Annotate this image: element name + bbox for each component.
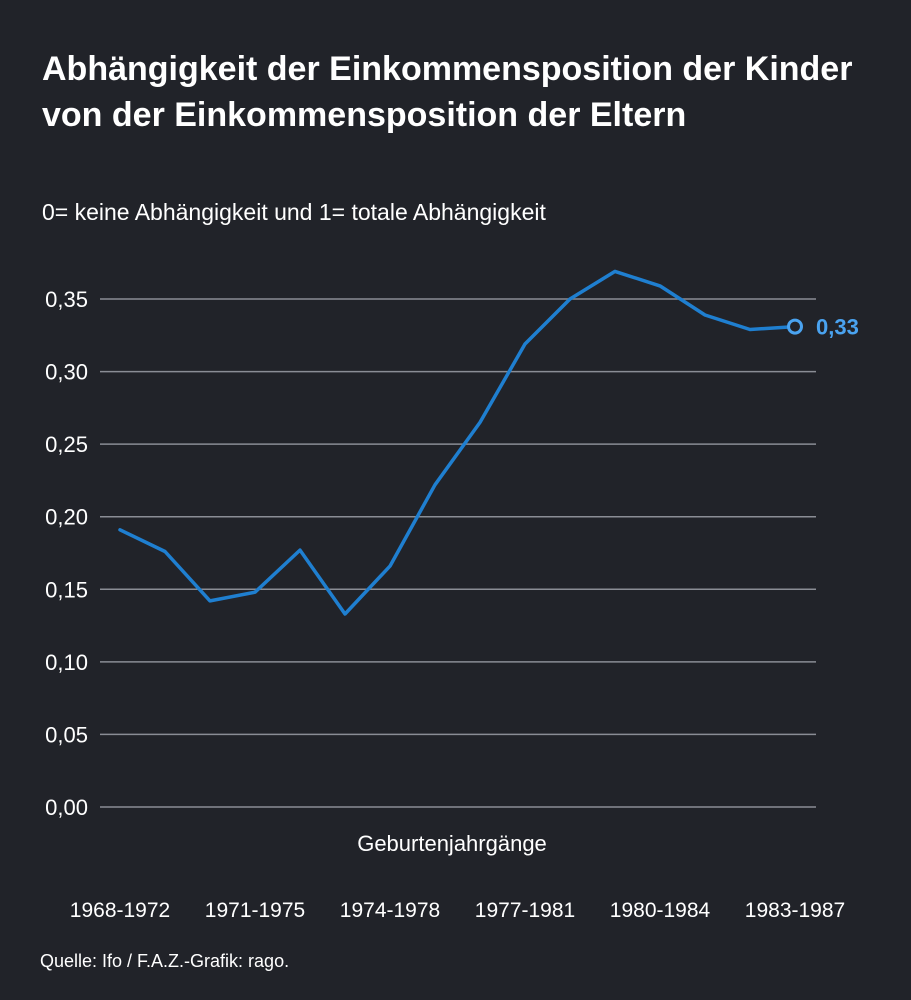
y-tick-label: 0,00 [45, 795, 88, 820]
y-tick-label: 0,25 [45, 432, 88, 457]
x-tick-label: 1980-1984 [610, 899, 711, 922]
x-tick-label: 1983-1987 [745, 899, 845, 922]
x-tick-label: 1971-1975 [205, 899, 305, 922]
y-tick-label: 0,30 [45, 360, 88, 385]
y-tick-label: 0,15 [45, 577, 88, 602]
end-point-marker [787, 318, 803, 335]
x-tick-label: 1968-1972 [70, 899, 170, 922]
gridlines [100, 298, 816, 808]
y-tick-label: 0,05 [45, 722, 88, 747]
x-tick-label: 1977-1981 [475, 899, 575, 922]
series-line-group: 0,33 [118, 269, 859, 616]
x-tick-label: 1974-1978 [340, 899, 440, 922]
x-axis-label: Geburtenjahrgänge [357, 831, 547, 856]
x-axis-tick-labels: 1968-1972 1971-1975 1974-1978 1977-1981 1980… [70, 899, 845, 922]
series-line [118, 269, 797, 616]
y-tick-label: 0,10 [45, 650, 88, 675]
chart-title: Abhängigkeit der Einkommensposition der … [42, 50, 853, 134]
y-tick-label: 0,20 [45, 505, 88, 530]
chart-subtitle: 0= keine Abhängigkeit und 1= totale Abhä… [42, 199, 546, 225]
source-note: Quelle: Ifo / F.A.Z.-Grafik: rago. [40, 951, 290, 971]
end-value-label: 0,33 [816, 315, 859, 340]
y-tick-label: 0,35 [45, 287, 88, 312]
y-axis-tick-labels: 0,00 0,05 0,10 0,15 0,20 0,25 0,30 0,35 [45, 287, 88, 820]
